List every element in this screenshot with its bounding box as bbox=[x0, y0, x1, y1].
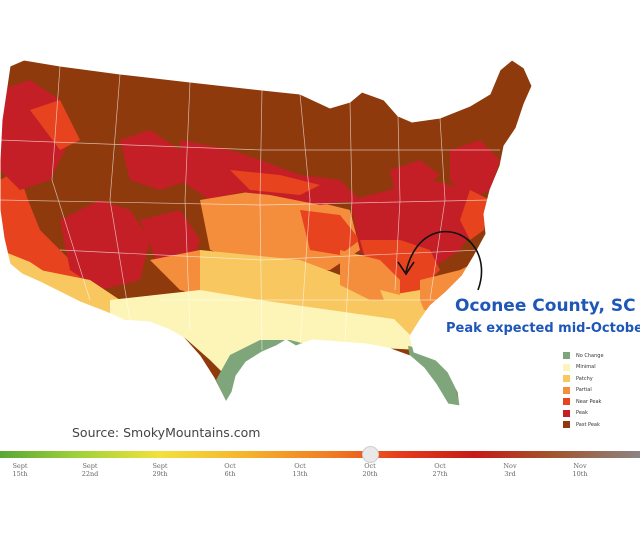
state-borders bbox=[0, 65, 500, 351]
legend-swatch bbox=[563, 409, 570, 417]
tick-day: 29th bbox=[152, 470, 168, 478]
timeline-tick[interactable]: Oct 6th bbox=[210, 462, 250, 478]
legend-swatch bbox=[563, 386, 570, 394]
callout-subtitle: Peak expected mid-October bbox=[446, 321, 640, 336]
legend-swatch bbox=[563, 363, 570, 371]
legend-label: Near Peak bbox=[576, 398, 602, 405]
timeline-slider-track[interactable] bbox=[0, 451, 640, 458]
tick-day: 22nd bbox=[81, 470, 99, 478]
map-regions bbox=[0, 60, 532, 406]
legend-label: Minimal bbox=[576, 364, 596, 371]
tick-month: Oct bbox=[434, 462, 446, 470]
legend-swatch bbox=[563, 398, 570, 406]
tick-month: Oct bbox=[294, 462, 306, 470]
tick-day: 13th bbox=[292, 470, 308, 478]
tick-day: 27th bbox=[432, 470, 448, 478]
tick-month: Oct bbox=[364, 462, 376, 470]
timeline-tick[interactable]: Oct 13th bbox=[280, 462, 320, 478]
tick-month: Sept bbox=[12, 462, 28, 470]
us-map-svg bbox=[0, 59, 533, 407]
callout-title: Oconee County, SC bbox=[455, 296, 636, 316]
tick-day: 3rd bbox=[504, 470, 516, 478]
legend-label: Patchy bbox=[576, 375, 593, 382]
timeline-tick[interactable]: Nov 10th bbox=[560, 462, 600, 478]
timeline-tick[interactable]: Oct 20th bbox=[350, 462, 390, 478]
timeline-slider-handle[interactable] bbox=[362, 446, 379, 463]
legend-item-past-peak: Past Peak bbox=[563, 419, 604, 431]
tick-day: 6th bbox=[224, 470, 236, 478]
legend-label: Partial bbox=[576, 387, 592, 394]
tick-month: Nov bbox=[573, 462, 587, 470]
foliage-map bbox=[0, 59, 533, 407]
tick-day: 20th bbox=[362, 470, 378, 478]
legend-swatch bbox=[563, 421, 570, 429]
legend-item-partial: Partial bbox=[563, 385, 604, 397]
tick-day: 10th bbox=[572, 470, 588, 478]
legend-label: Peak bbox=[576, 410, 588, 417]
timeline-tick[interactable]: Sept 15th bbox=[0, 462, 40, 478]
arrow-head-icon bbox=[397, 261, 415, 276]
tick-day: 15th bbox=[12, 470, 28, 478]
tick-month: Nov bbox=[503, 462, 517, 470]
timeline-tick[interactable]: Sept 29th bbox=[140, 462, 180, 478]
legend-swatch bbox=[563, 352, 570, 360]
legend: No Change Minimal Patchy Partial Near Pe… bbox=[563, 350, 604, 431]
timeline-tick[interactable]: Sept 22nd bbox=[70, 462, 110, 478]
legend-label: No Change bbox=[576, 352, 604, 359]
callout-arrow bbox=[405, 230, 483, 291]
legend-item-minimal: Minimal bbox=[563, 362, 604, 374]
legend-swatch bbox=[563, 375, 570, 383]
timeline-tick[interactable]: Nov 3rd bbox=[490, 462, 530, 478]
us-outline bbox=[0, 59, 533, 407]
tick-month: Sept bbox=[82, 462, 98, 470]
legend-label: Past Peak bbox=[576, 421, 600, 428]
legend-item-patchy: Patchy bbox=[563, 373, 604, 385]
timeline-tick[interactable]: Oct 27th bbox=[420, 462, 460, 478]
legend-item-no-change: No Change bbox=[563, 350, 604, 362]
tick-month: Sept bbox=[152, 462, 168, 470]
source-credit: Source: SmokyMountains.com bbox=[72, 425, 261, 440]
tick-month: Oct bbox=[224, 462, 236, 470]
legend-item-peak: Peak bbox=[563, 408, 604, 420]
legend-item-near-peak: Near Peak bbox=[563, 396, 604, 408]
